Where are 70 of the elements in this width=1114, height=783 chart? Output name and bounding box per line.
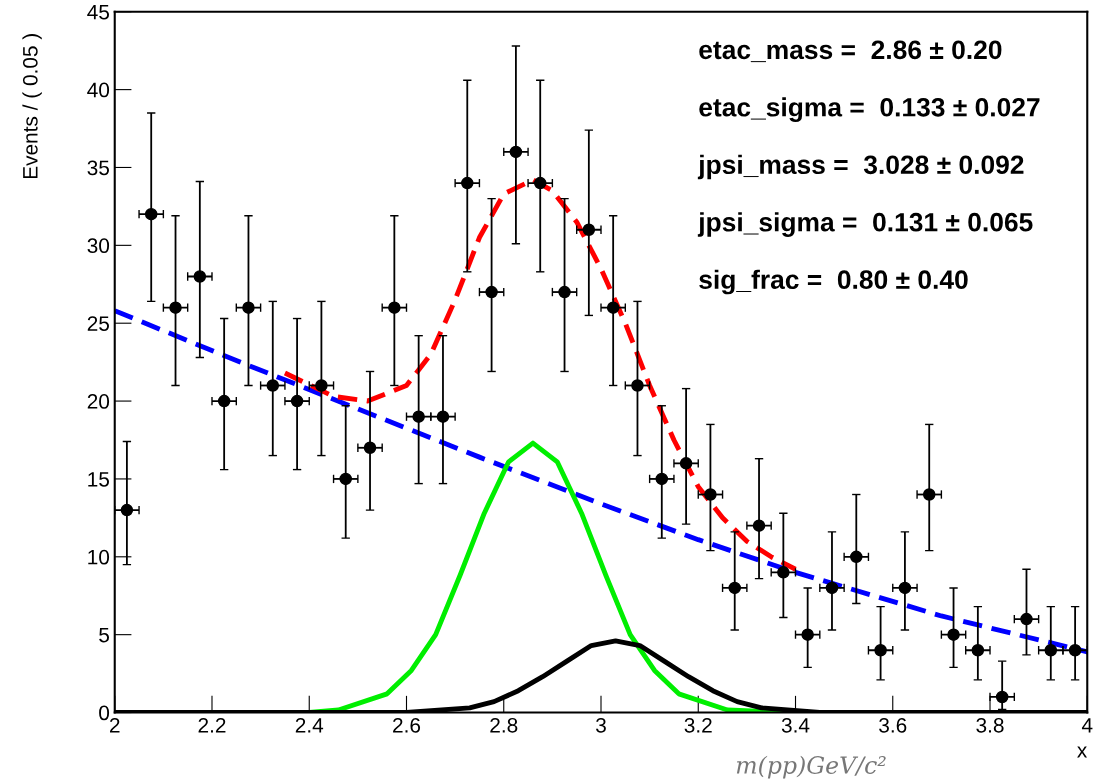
x-tick-label: 3.6 xyxy=(879,717,907,733)
point xyxy=(631,379,644,392)
annotation: etac_mass = 2.86 ± 0.20 xyxy=(699,40,1002,63)
point xyxy=(290,394,304,408)
x-axis-title: x xyxy=(1077,746,1088,758)
x-tick-label: 2 xyxy=(110,717,120,733)
y-tick-label: 15 xyxy=(88,472,110,487)
x-tick-label: 3.8 xyxy=(976,717,1004,733)
point xyxy=(971,643,985,657)
x-tick-label: 4 xyxy=(1081,718,1093,733)
point xyxy=(533,176,547,190)
y-tick-label: 30 xyxy=(87,238,110,254)
point xyxy=(679,457,693,470)
point xyxy=(558,285,571,299)
point xyxy=(825,581,839,595)
point xyxy=(947,628,960,641)
y-tick-label: 35 xyxy=(87,160,110,176)
y-tick-label: 40 xyxy=(87,82,110,98)
x-tick-label: 3 xyxy=(596,717,606,733)
point xyxy=(922,488,936,501)
point xyxy=(461,176,474,190)
point xyxy=(266,379,280,392)
x-tick-label: 2.2 xyxy=(198,717,226,733)
point xyxy=(995,690,1009,704)
text: m(pp)GeV/c² xyxy=(736,755,886,779)
point xyxy=(898,581,912,595)
point xyxy=(704,488,717,501)
point xyxy=(1020,612,1033,626)
y-tick-label: 45 xyxy=(87,4,110,20)
point xyxy=(242,301,255,314)
point xyxy=(315,379,328,392)
point xyxy=(144,207,158,221)
point xyxy=(1068,643,1082,657)
x-tick-label: 2.4 xyxy=(295,717,324,733)
point xyxy=(363,441,377,455)
point xyxy=(193,270,207,283)
x-tick-label: 3.2 xyxy=(684,717,712,733)
point xyxy=(801,628,814,641)
point xyxy=(874,643,887,657)
x-tick-label: 2.8 xyxy=(490,717,518,733)
annotation: sig_frac = 0.80 ± 0.40 xyxy=(699,269,968,295)
annotation: etac_sigma = 0.133 ± 0.027 xyxy=(699,97,1040,122)
point xyxy=(655,472,669,486)
x-tick-label: 2.6 xyxy=(393,717,421,733)
point xyxy=(339,472,352,486)
point xyxy=(606,301,620,314)
y-axis-title: Events / ( 0.05 ) xyxy=(22,34,42,179)
x-tick-label: 3.4 xyxy=(781,717,810,733)
point xyxy=(388,301,401,314)
point xyxy=(217,394,231,408)
point xyxy=(436,410,450,423)
point xyxy=(509,145,523,159)
y-tick-label: 0 xyxy=(99,705,110,721)
point xyxy=(485,285,498,299)
point xyxy=(728,581,741,595)
point xyxy=(169,301,182,314)
y-tick-label: 25 xyxy=(87,316,110,331)
y-tick-label: 10 xyxy=(88,549,110,565)
y-tick-label: 20 xyxy=(87,394,110,409)
point xyxy=(752,519,766,532)
point xyxy=(1044,643,1058,657)
point xyxy=(850,550,863,564)
y-tick-label: 5 xyxy=(99,627,110,643)
point xyxy=(777,566,790,579)
point xyxy=(120,503,134,517)
point xyxy=(412,410,425,423)
annotation: jpsi_mass = 3.028 ± 0.092 xyxy=(697,154,1024,180)
annotation: jpsi_sigma = 0.131 ± 0.065 xyxy=(697,212,1033,237)
line-series xyxy=(114,308,1088,655)
point xyxy=(582,223,596,237)
